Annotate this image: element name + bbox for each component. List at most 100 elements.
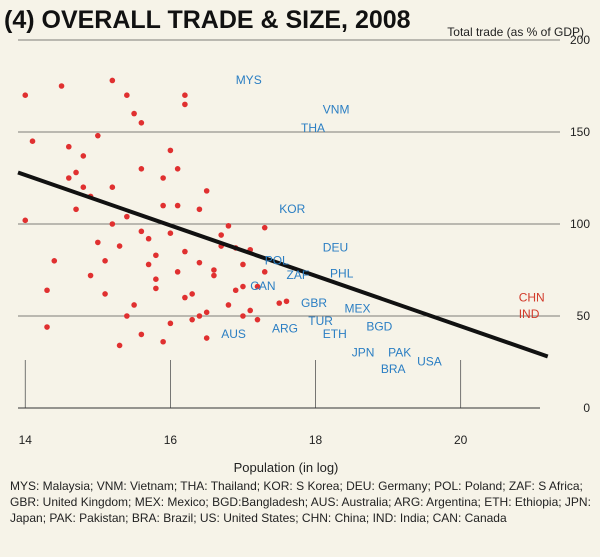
data-point-35 [124, 213, 130, 220]
data-point-39 [167, 230, 174, 236]
grid-lines [18, 39, 560, 408]
data-point-25 [167, 320, 174, 327]
data-point-47 [225, 223, 232, 229]
data-point-24 [160, 202, 166, 209]
data-point-30 [116, 243, 123, 249]
data-point-33 [80, 153, 87, 159]
country-label-can: CAN [250, 279, 275, 293]
country-label-deu: DEU [323, 241, 348, 255]
data-point-18 [124, 92, 130, 98]
data-point-17 [116, 342, 123, 349]
data-point-16 [109, 184, 116, 190]
data-point-50 [247, 307, 254, 314]
data-point-45 [211, 272, 217, 279]
data-point-26 [174, 269, 181, 275]
country-label-mex: MEX [345, 301, 371, 315]
data-point-40 [174, 166, 181, 172]
country-label-pol: POL [265, 253, 289, 267]
data-point-6 [58, 83, 65, 89]
country-label-arg: ARG [272, 322, 298, 336]
data-point-34 [109, 77, 116, 84]
data-point-65 [196, 206, 203, 213]
data-point-48 [232, 287, 239, 294]
country-label-bgd: BGD [366, 320, 392, 334]
data-point-72 [240, 313, 246, 319]
data-point-9 [73, 169, 79, 176]
data-point-14 [102, 291, 108, 297]
data-point-67 [95, 132, 101, 139]
data-point-13 [95, 239, 101, 246]
data-point-37 [145, 261, 152, 268]
data-point-64 [174, 202, 181, 209]
country-label-gbr: GBR [301, 296, 327, 310]
country-label-ind: IND [519, 307, 540, 321]
data-point-7 [65, 175, 72, 181]
x-tick-18: 18 [309, 433, 323, 447]
data-point-51 [254, 283, 261, 290]
data-point-23 [153, 252, 159, 259]
country-label-tha: THA [301, 121, 325, 135]
data-points [22, 77, 290, 349]
data-point-68 [80, 184, 87, 190]
data-point-44 [203, 335, 210, 341]
data-point-31 [153, 285, 159, 292]
country-label-jpn: JPN [352, 345, 375, 359]
country-label-usa: USA [417, 355, 442, 369]
y-tick-50: 50 [577, 309, 591, 323]
country-label-pak: PAK [388, 345, 411, 359]
data-point-52 [261, 269, 268, 275]
data-point-56 [203, 188, 210, 194]
data-point-32 [160, 175, 166, 181]
data-point-29 [131, 302, 137, 308]
country-label-phl: PHL [330, 266, 354, 280]
data-point-4 [44, 324, 50, 330]
data-point-28 [196, 313, 203, 319]
trend-line [17, 170, 549, 359]
data-point-74 [261, 224, 268, 231]
x-tick-20: 20 [454, 433, 468, 447]
data-point-11 [87, 272, 94, 279]
data-point-70 [167, 147, 174, 154]
y-tick-100: 100 [570, 217, 590, 231]
data-point-15 [109, 221, 116, 227]
x-tick-16: 16 [164, 433, 178, 447]
data-point-59 [182, 294, 188, 301]
data-point-10 [73, 206, 79, 213]
data-point-1 [29, 138, 36, 144]
x-tick-labels: 14 16 18 20 [19, 433, 468, 447]
data-point-3 [44, 287, 50, 294]
country-label-mys: MYS [236, 73, 262, 87]
y-tick-0: 0 [583, 401, 590, 415]
country-label-kor: KOR [279, 202, 305, 216]
country-label-chn: CHN [519, 290, 545, 304]
country-label-vnm: VNM [323, 103, 350, 117]
data-point-42 [189, 291, 195, 297]
country-label-eth: ETH [323, 327, 347, 341]
data-point-53 [276, 300, 283, 306]
data-point-61 [211, 267, 217, 273]
country-legend: MYS: Malaysia; VNM: Vietnam; THA: Thaila… [10, 479, 591, 525]
y-tick-200: 200 [570, 33, 590, 47]
data-point-19 [131, 110, 137, 117]
country-label-tur: TUR [308, 314, 333, 328]
data-point-8 [65, 143, 72, 150]
data-point-22 [145, 235, 152, 242]
data-point-55 [189, 316, 195, 323]
data-point-21 [138, 166, 145, 172]
y-tick-labels: 0 50 100 150 200 [570, 33, 590, 415]
data-point-63 [124, 313, 130, 319]
data-point-27 [182, 101, 188, 108]
data-point-66 [182, 92, 188, 98]
data-point-20 [138, 120, 145, 126]
data-point-5 [51, 258, 58, 264]
country-label-zaf: ZAF [287, 268, 310, 282]
data-point-38 [160, 338, 166, 345]
data-point-36 [138, 228, 145, 235]
data-point-62 [102, 258, 108, 264]
data-point-49 [240, 261, 246, 268]
data-point-69 [138, 331, 145, 338]
data-point-71 [225, 302, 232, 308]
data-point-77 [283, 298, 290, 305]
